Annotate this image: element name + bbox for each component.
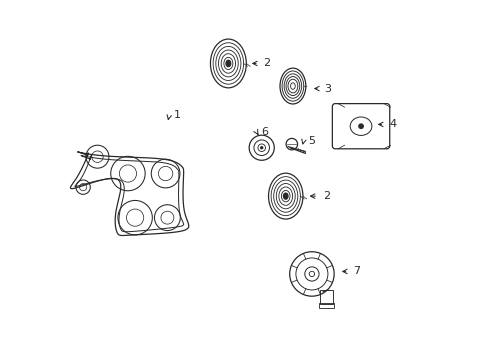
Text: 4: 4 (388, 120, 395, 129)
Text: 6: 6 (261, 127, 267, 136)
Circle shape (358, 124, 363, 129)
Text: 5: 5 (308, 136, 315, 145)
Ellipse shape (283, 193, 287, 199)
Text: 1: 1 (174, 111, 181, 121)
Text: 3: 3 (324, 84, 331, 94)
Circle shape (260, 147, 262, 149)
Text: 2: 2 (322, 191, 329, 201)
Text: 2: 2 (263, 58, 270, 68)
Ellipse shape (225, 60, 230, 67)
Text: 7: 7 (352, 266, 360, 276)
